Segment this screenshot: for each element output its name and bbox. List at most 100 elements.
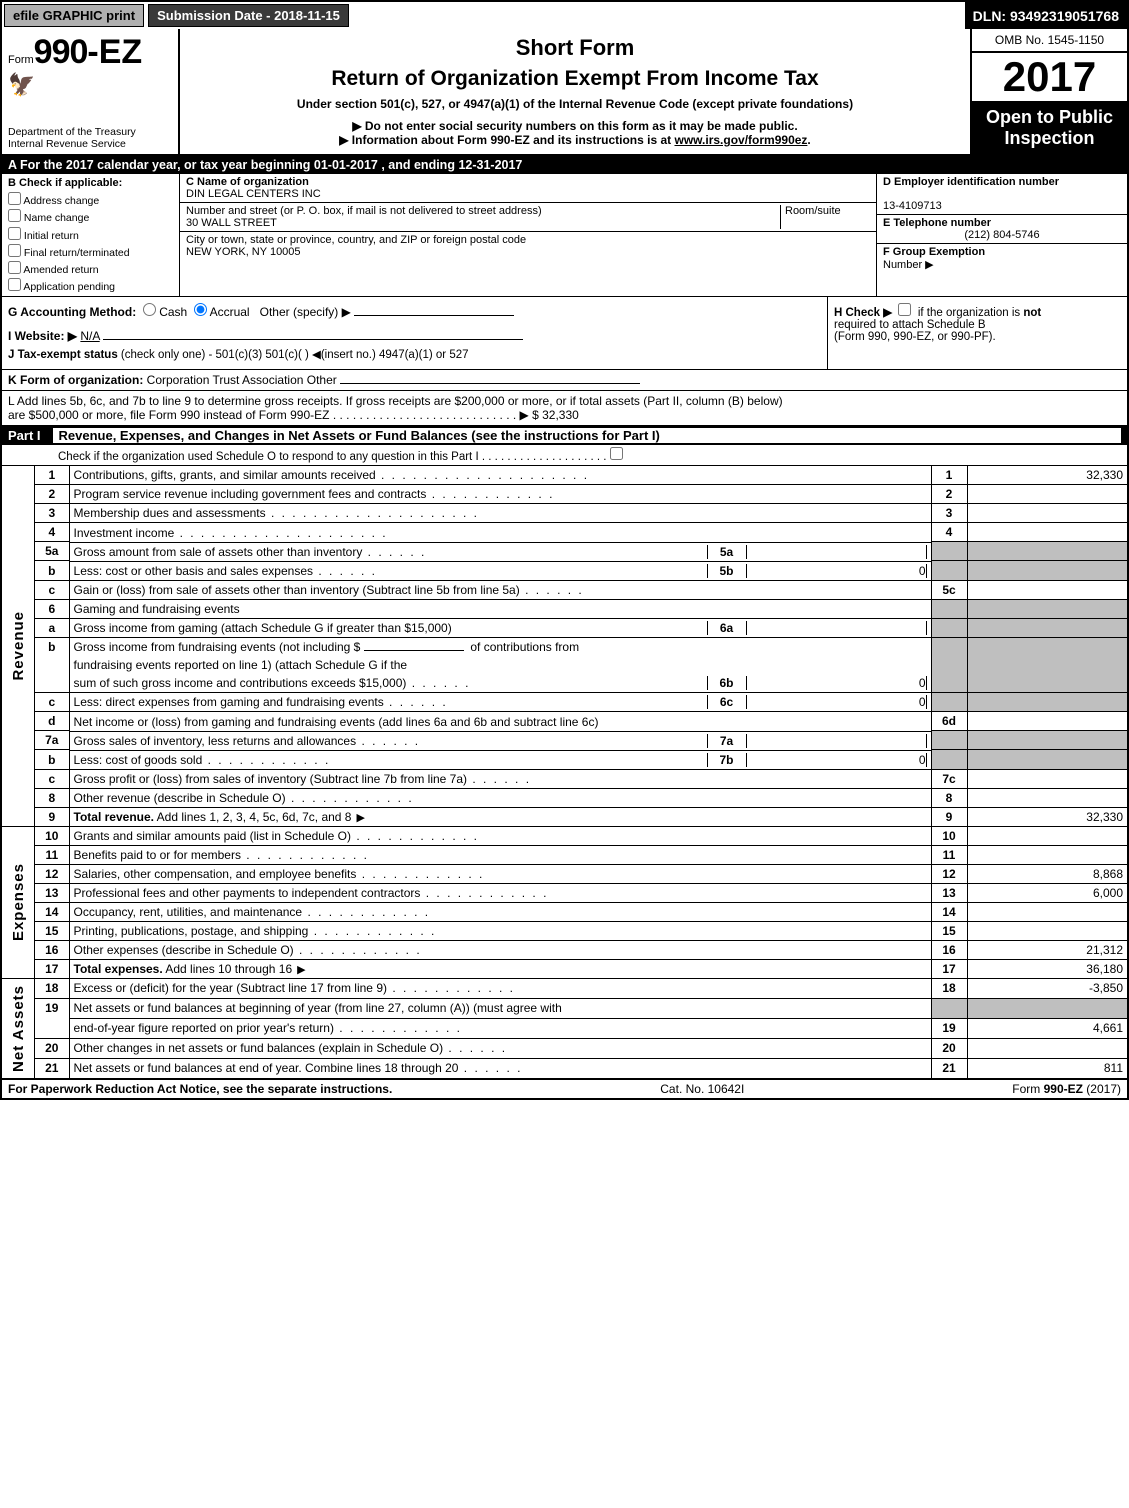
ln-6a: a — [35, 618, 69, 638]
ln-17: 17 — [35, 959, 69, 978]
form-title: Return of Organization Exempt From Incom… — [186, 61, 964, 97]
box-11: 11 — [931, 845, 967, 864]
desc-10: Grants and similar amounts paid (list in… — [74, 829, 479, 843]
chk-amended-return[interactable] — [8, 261, 21, 274]
street-label: Number and street (or P. O. box, if mail… — [186, 205, 542, 217]
val-5b-grey — [967, 561, 1127, 581]
website-line — [103, 339, 523, 340]
block-h-label: H Check ▶ — [834, 307, 892, 319]
ln-3: 3 — [35, 504, 69, 523]
desc-20: Other changes in net assets or fund bala… — [74, 1041, 508, 1055]
footer-catno: Cat. No. 10642I — [660, 1082, 744, 1096]
block-h-text1: if the organization is — [918, 307, 1023, 319]
ln-7b: b — [35, 750, 69, 770]
box-7c: 7c — [931, 769, 967, 788]
val-3 — [967, 504, 1127, 523]
ln-6d: d — [35, 712, 69, 731]
side-netassets: Net Assets — [8, 979, 29, 1078]
chk-schedule-b-not-required[interactable] — [898, 303, 911, 316]
box-9: 9 — [931, 807, 967, 826]
chk-application-pending[interactable] — [8, 278, 21, 291]
other-specify-field[interactable] — [354, 315, 514, 316]
box-5c: 5c — [931, 580, 967, 599]
block-b-label: B Check if applicable: — [8, 177, 122, 189]
val-6b-grey — [967, 638, 1127, 693]
ln-12: 12 — [35, 864, 69, 883]
ln-5c: c — [35, 580, 69, 599]
val-5c — [967, 580, 1127, 599]
block-b: B Check if applicable: Address change Na… — [2, 174, 180, 296]
desc-5a: Gross amount from sale of assets other t… — [74, 545, 707, 559]
ln-7c: c — [35, 769, 69, 788]
block-f-label: F Group Exemption — [883, 246, 985, 258]
phone-value: (212) 804-5746 — [883, 229, 1121, 241]
chk-application-pending-label: Application pending — [23, 281, 115, 293]
dln-badge: DLN: 93492319051768 — [965, 2, 1127, 29]
line-k-opts: Corporation Trust Association Other — [147, 373, 337, 387]
part-i-title: Revenue, Expenses, and Changes in Net As… — [59, 428, 468, 443]
box-3: 3 — [931, 504, 967, 523]
val-18: -3,850 — [967, 979, 1127, 998]
radio-accrual-label: Accrual — [210, 305, 250, 319]
chk-address-change[interactable] — [8, 192, 21, 205]
desc-18: Excess or (deficit) for the year (Subtra… — [74, 981, 515, 995]
val-16: 21,312 — [967, 940, 1127, 959]
radio-other-label: Other (specify) ▶ — [260, 305, 351, 319]
ln-4: 4 — [35, 523, 69, 542]
form-number: Form990-EZ — [8, 33, 172, 72]
box-5b-grey — [931, 561, 967, 581]
mini-6c: 6c — [707, 695, 747, 709]
val-12: 8,868 — [967, 864, 1127, 883]
chk-final-return[interactable] — [8, 244, 21, 257]
minival-7a — [747, 734, 927, 748]
desc-1: Contributions, gifts, grants, and simila… — [74, 468, 590, 482]
topbar-spacer — [351, 2, 965, 29]
block-f-label2: Number ▶ — [883, 259, 934, 271]
desc-19-2: end-of-year figure reported on prior yea… — [74, 1021, 462, 1035]
chk-amended-return-label: Amended return — [23, 264, 98, 276]
line-k-other-field[interactable] — [340, 383, 640, 384]
mini-6b: 6b — [707, 676, 747, 690]
minival-6a — [747, 621, 927, 635]
val-14 — [967, 902, 1127, 921]
chk-name-change[interactable] — [8, 209, 21, 222]
desc-3: Membership dues and assessments — [74, 506, 479, 520]
desc-5b: Less: cost or other basis and sales expe… — [74, 564, 707, 578]
desc-15: Printing, publications, postage, and shi… — [74, 924, 437, 938]
chk-schedule-o-part-i[interactable] — [610, 447, 623, 460]
val-15 — [967, 921, 1127, 940]
expenses-table: 10 Grants and similar amounts paid (list… — [35, 827, 1127, 978]
line-l-text1: L Add lines 5b, 6c, and 7b to line 9 to … — [8, 394, 783, 408]
radio-accrual[interactable] — [194, 303, 207, 316]
line-k-label: K Form of organization: — [8, 373, 143, 387]
efile-print-button[interactable]: efile GRAPHIC print — [4, 4, 144, 27]
footer-left: For Paperwork Reduction Act Notice, see … — [8, 1082, 392, 1096]
radio-cash[interactable] — [143, 303, 156, 316]
minival-6c: 0 — [747, 695, 927, 709]
irs-eagle-icon: 🦅 — [8, 72, 172, 98]
desc-8: Other revenue (describe in Schedule O) — [74, 791, 414, 805]
val-7b-grey — [967, 750, 1127, 770]
ln-21: 21 — [35, 1058, 69, 1078]
chk-initial-return[interactable] — [8, 227, 21, 240]
box-15: 15 — [931, 921, 967, 940]
submission-date-badge: Submission Date - 2018-11-15 — [148, 4, 349, 27]
box-13: 13 — [931, 883, 967, 902]
box-6d: 6d — [931, 712, 967, 731]
desc-6c: Less: direct expenses from gaming and fu… — [74, 695, 707, 709]
val-7c — [967, 769, 1127, 788]
field-6b-amount[interactable] — [364, 650, 464, 651]
ln-19: 19 — [35, 998, 69, 1038]
line-a: A For the 2017 calendar year, or tax yea… — [2, 156, 1127, 174]
line-l-value: 32,330 — [542, 408, 579, 422]
desc-14: Occupancy, rent, utilities, and maintena… — [74, 905, 431, 919]
desc-6b-2: of contributions from — [470, 640, 579, 654]
ln-9: 9 — [35, 807, 69, 826]
tax-year: 2017 — [972, 53, 1127, 101]
desc-7b: Less: cost of goods sold — [74, 753, 707, 767]
desc-13: Professional fees and other payments to … — [74, 886, 549, 900]
box-4: 4 — [931, 523, 967, 542]
irs-link[interactable]: www.irs.gov/form990ez — [674, 133, 807, 147]
val-8 — [967, 788, 1127, 807]
val-5a-grey — [967, 542, 1127, 561]
